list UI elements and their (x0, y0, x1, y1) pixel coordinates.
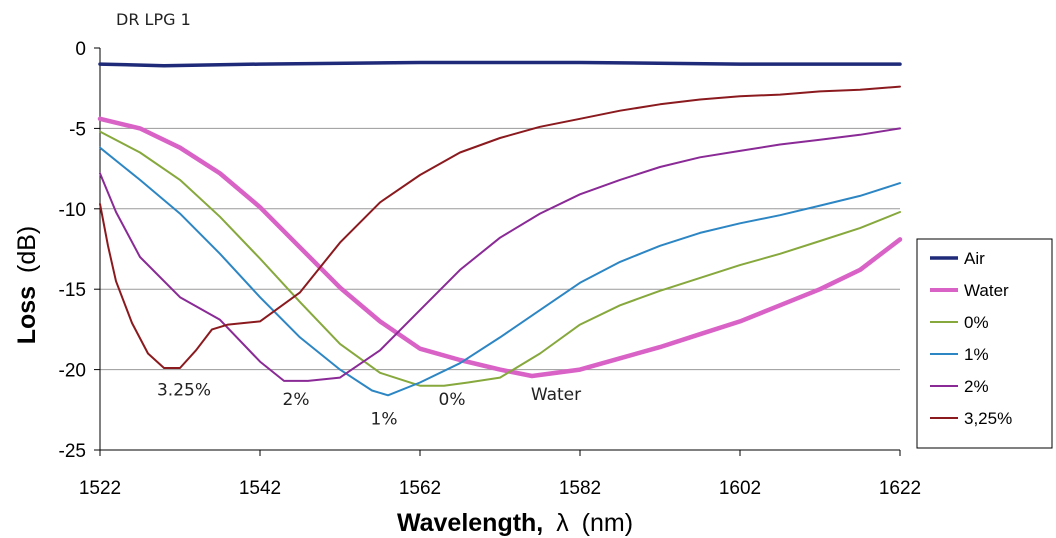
y-axis-title: Loss (dB) (13, 226, 41, 345)
y-axis-title-unit: (dB) (13, 226, 41, 273)
y-tick-label-4: -20 (59, 361, 86, 382)
legend-label-4: 2% (964, 377, 989, 396)
y-tick-label-3: -15 (59, 280, 86, 301)
annotation-4: Water (531, 385, 581, 405)
legend-label-0: Air (964, 249, 985, 268)
x-tick-label-3: 1582 (559, 478, 601, 499)
gridlines (100, 127, 900, 371)
series-line-0 (98, 60, 902, 68)
x-tick-label-5: 1622 (879, 478, 921, 499)
legend-label-5: 3,25% (964, 409, 1012, 428)
x-tick-label-2: 1562 (399, 478, 441, 499)
x-tick-label-4: 1602 (719, 478, 761, 499)
series-line-5 (99, 85, 901, 369)
annotation-1: 2% (283, 390, 310, 410)
series-line-3 (99, 146, 901, 397)
x-axis-title-unit: (nm) (582, 509, 633, 537)
series-line-1 (97, 116, 903, 379)
y-tick-label-5: -25 (59, 441, 86, 462)
annotation-2: 1% (371, 409, 398, 429)
y-tick-label-0: 0 (75, 39, 86, 60)
series-line-2 (99, 130, 901, 387)
x-axis-title: Wavelength, λ (nm) (397, 509, 633, 537)
x-axis-title-main: Wavelength, (397, 509, 543, 537)
annotation-0: 3.25% (157, 380, 211, 400)
legend-box (916, 238, 1053, 449)
legend-items: Air Water 0% 1% 2% 3,25% (930, 249, 1012, 428)
chart-title: DR LPG 1 (116, 10, 191, 29)
axes: 0 -5 -10 -15 -20 -25 1522 1542 1562 1582 1602 1622 (59, 39, 922, 499)
legend-label-1: Water (964, 281, 1009, 300)
legend-label-2: 0% (964, 313, 989, 332)
x-axis-title-symbol: λ (556, 509, 569, 537)
legend-label-3: 1% (964, 345, 989, 364)
legend: Air Water 0% 1% 2% 3,25% (916, 238, 1053, 449)
annotations: 3.25% 2% 1% 0% Water (157, 380, 581, 429)
y-tick-label-2: -10 (59, 200, 86, 221)
annotation-3: 0% (439, 390, 466, 410)
series-lines (97, 60, 903, 397)
series-line-4 (99, 127, 901, 382)
x-tick-label-0: 1522 (79, 478, 121, 499)
x-tick-label-1: 1542 (239, 478, 281, 499)
y-axis-title-main: Loss (13, 286, 41, 344)
y-tick-label-1: -5 (69, 119, 86, 140)
